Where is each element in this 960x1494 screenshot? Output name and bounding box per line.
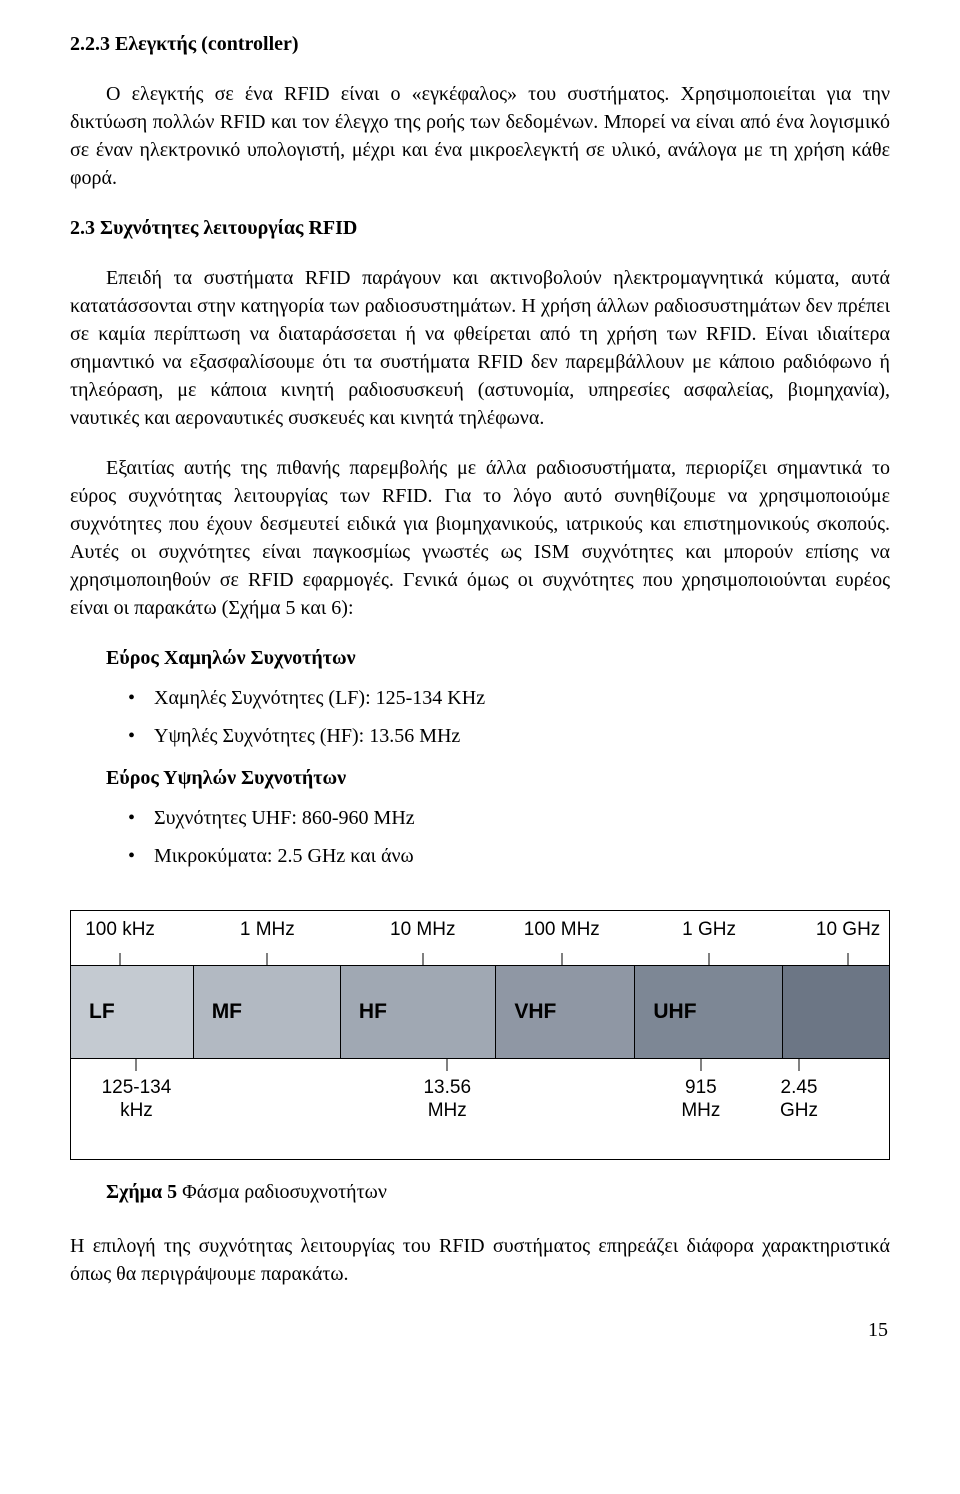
spectrum-band: VHF <box>496 966 635 1058</box>
tick-label: 10 GHz <box>816 917 880 944</box>
spectrum-band: UHF <box>635 966 782 1058</box>
list-item: Χαμηλές Συχνότητες (LF): 125-134 KHz <box>128 684 890 712</box>
tick-mark <box>700 1059 701 1071</box>
tick-label: 1 MHz <box>240 917 295 944</box>
tick-mark <box>447 1059 448 1071</box>
tick-mark <box>267 953 268 965</box>
list-item: Υψηλές Συχνότητες (HF): 13.56 MHz <box>128 722 890 750</box>
spectrum-top-ticks: 100 kHz 1 MHz 10 MHz 100 MHz 1 GHz 10 GHz <box>71 911 889 965</box>
tick-mark <box>422 953 423 965</box>
tick-label: 100 MHz <box>524 917 600 944</box>
spectrum-diagram: 100 kHz 1 MHz 10 MHz 100 MHz 1 GHz 10 GHz LFM… <box>70 910 890 1160</box>
section-heading-frequencies: 2.3 Συχνότητες λειτουργίας RFID <box>70 214 890 242</box>
figure-spectrum: 100 kHz 1 MHz 10 MHz 100 MHz 1 GHz 10 GHz LFM… <box>70 910 890 1206</box>
sub-heading-high-range: Εύρος Υψηλών Συχνοτήτων <box>106 764 890 792</box>
sub-heading-low-range: Εύρος Χαμηλών Συχνοτήτων <box>106 644 890 672</box>
spectrum-band <box>783 966 889 1058</box>
para-freq-1: Επειδή τα συστήματα RFID παράγουν και ακ… <box>70 264 890 432</box>
tick-mark <box>120 953 121 965</box>
tick-label: 10 MHz <box>390 917 455 944</box>
section-heading-controller: 2.2.3 Ελεγκτής (controller) <box>70 30 890 58</box>
tick-label: 915MHz <box>681 1077 720 1123</box>
spectrum-band: MF <box>194 966 341 1058</box>
spectrum-bottom-ticks: 125-134kHz 13.56MHz 915MHz 2.45GHz <box>71 1059 889 1159</box>
high-freq-list: Συχνότητες UHF: 860-960 MHz Μικροκύματα:… <box>70 804 890 870</box>
tick-label: 2.45GHz <box>780 1077 818 1123</box>
tick-mark <box>709 953 710 965</box>
list-item: Συχνότητες UHF: 860-960 MHz <box>128 804 890 832</box>
tick-label: 125-134kHz <box>102 1077 172 1123</box>
spectrum-band: LF <box>71 966 194 1058</box>
low-freq-list: Χαμηλές Συχνότητες (LF): 125-134 KHz Υψη… <box>70 684 890 750</box>
tick-mark <box>848 953 849 965</box>
tick-label: 13.56MHz <box>423 1077 471 1123</box>
para-controller-1: Ο ελεγκτής σε ένα RFID είναι ο «εγκέφαλο… <box>70 80 890 192</box>
para-freq-2: Εξαιτίας αυτής της πιθανής παρεμβολής με… <box>70 454 890 622</box>
tick-mark <box>561 953 562 965</box>
tick-mark <box>136 1059 137 1071</box>
figure-caption: Σχήμα 5 Φάσμα ραδιοσυχνοτήτων <box>106 1178 890 1206</box>
tick-label: 100 kHz <box>85 917 155 944</box>
spectrum-band: HF <box>341 966 496 1058</box>
spectrum-bar: LFMFHFVHFUHF <box>71 965 889 1059</box>
tick-label: 1 GHz <box>682 917 736 944</box>
figure-caption-number: Σχήμα 5 <box>106 1181 177 1203</box>
tick-mark <box>799 1059 800 1071</box>
page-number: 15 <box>70 1316 890 1344</box>
para-closing: Η επιλογή της συχνότητας λειτουργίας του… <box>70 1232 890 1288</box>
figure-caption-text: Φάσμα ραδιοσυχνοτήτων <box>177 1181 387 1203</box>
list-item: Μικροκύματα: 2.5 GHz και άνω <box>128 842 890 870</box>
